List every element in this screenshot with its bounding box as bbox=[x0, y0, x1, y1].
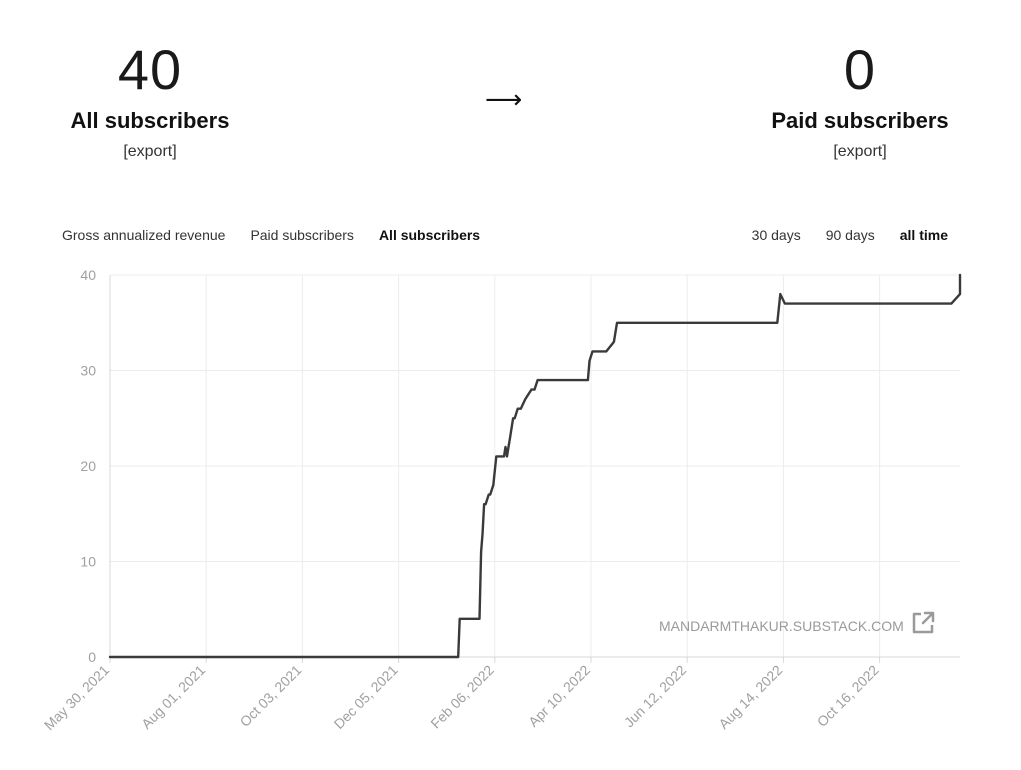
x-tick-label: Dec 05, 2021 bbox=[331, 662, 401, 732]
metric-tabs: Gross annualized revenue Paid subscribers… bbox=[62, 226, 505, 244]
x-tick-label: Oct 16, 2022 bbox=[814, 662, 882, 730]
paid-subscribers-stat: 0 Paid subscribers [export] bbox=[740, 38, 980, 162]
y-tick-label: 30 bbox=[80, 363, 96, 379]
tab-90-days[interactable]: 90 days bbox=[825, 227, 875, 243]
substack-watermark[interactable]: MANDARMTHAKUR.SUBSTACK.COM bbox=[659, 610, 936, 639]
tab-gross-annualized-revenue[interactable]: Gross annualized revenue bbox=[62, 227, 226, 243]
paid-subscribers-label: Paid subscribers bbox=[771, 108, 949, 133]
watermark-text: MANDARMTHAKUR.SUBSTACK.COM bbox=[659, 618, 904, 634]
arrow-right-icon: ⟶ bbox=[485, 84, 523, 114]
x-tick-label: Aug 01, 2021 bbox=[138, 662, 208, 732]
tab-all-subscribers[interactable]: All subscribers bbox=[378, 227, 481, 243]
y-tick-label: 10 bbox=[80, 554, 96, 570]
x-tick-label: Aug 14, 2022 bbox=[715, 662, 785, 732]
x-tick-label: Feb 06, 2022 bbox=[427, 662, 497, 732]
y-tick-label: 0 bbox=[88, 649, 96, 665]
range-tabs: 30 days 90 days all time bbox=[752, 226, 948, 244]
tab-all-time[interactable]: all time bbox=[899, 227, 948, 243]
external-link-icon[interactable] bbox=[910, 610, 936, 636]
all-subscribers-label: All subscribers bbox=[70, 108, 230, 133]
x-tick-label: Jun 12, 2022 bbox=[621, 662, 690, 731]
y-tick-label: 20 bbox=[80, 458, 96, 474]
tab-paid-subscribers[interactable]: Paid subscribers bbox=[250, 227, 354, 243]
y-tick-label: 40 bbox=[80, 267, 96, 283]
all-subscribers-export-link[interactable]: [export] bbox=[123, 143, 177, 160]
x-tick-label: Apr 10, 2022 bbox=[525, 662, 593, 730]
subscribers-series-line bbox=[108, 273, 962, 659]
paid-subscribers-export-link[interactable]: [export] bbox=[833, 143, 887, 160]
tab-30-days[interactable]: 30 days bbox=[751, 227, 801, 243]
paid-subscribers-count: 0 bbox=[843, 38, 877, 101]
x-tick-label: May 30, 2021 bbox=[41, 662, 112, 733]
x-tick-label: Oct 03, 2021 bbox=[237, 662, 305, 730]
all-subscribers-stat: 40 All subscribers [export] bbox=[30, 38, 270, 162]
all-subscribers-count: 40 bbox=[117, 38, 183, 101]
